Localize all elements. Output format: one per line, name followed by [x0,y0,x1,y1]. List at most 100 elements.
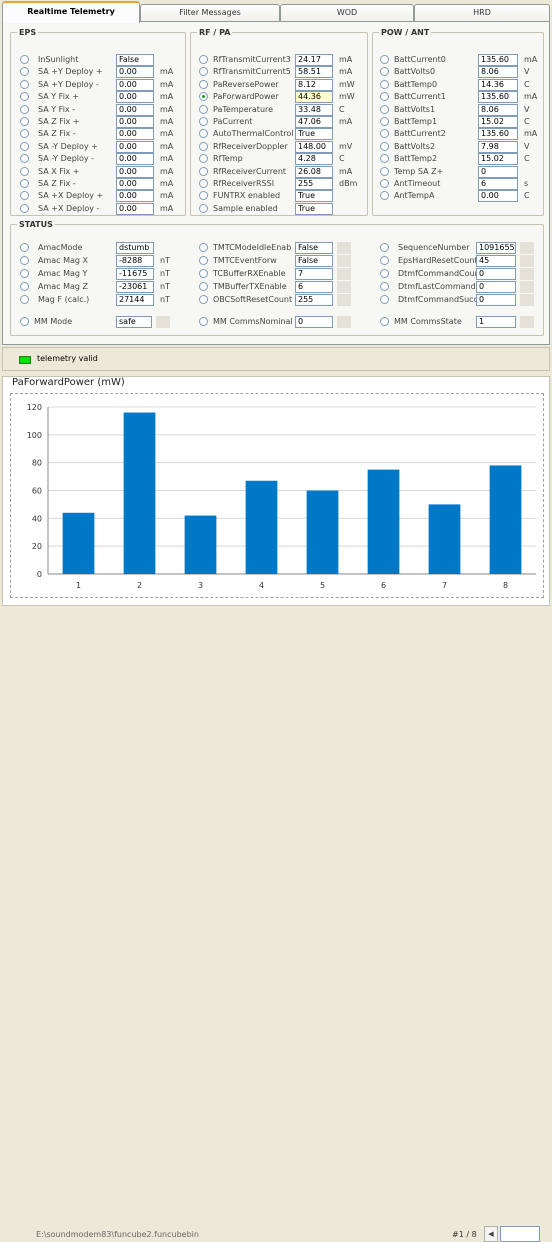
tab-filter-messages[interactable]: Filter Messages [140,4,280,22]
field-label: DtmfLastCommand [398,282,476,291]
select-radio[interactable] [199,79,208,89]
select-radio[interactable] [380,141,389,151]
select-radio[interactable] [199,55,208,64]
telemetry-row: BattCurrent2 135.60 mA [380,128,544,141]
select-radio[interactable] [20,191,29,201]
mm-row: MM Mode safe [20,316,186,328]
field-label: RfReceiverRSSI [213,179,275,188]
select-radio[interactable] [380,92,389,102]
field-unit: C [524,117,530,126]
field-value: 27144 [116,294,154,306]
select-radio[interactable] [20,295,29,304]
select-radio[interactable] [380,282,389,291]
select-radio[interactable] [199,166,208,176]
select-radio[interactable] [20,129,29,139]
select-radio[interactable] [199,269,208,278]
select-radio[interactable] [199,256,208,265]
field-value: 6 [295,281,333,293]
field-value: 0 [476,294,516,306]
spacer-box [520,268,534,280]
tab-realtime-telemetry[interactable]: Realtime Telemetry [2,1,140,23]
select-radio[interactable] [380,295,389,304]
select-radio[interactable] [20,243,29,252]
field-unit: mA [160,203,174,213]
select-radio[interactable] [199,282,208,291]
select-radio[interactable] [199,154,208,164]
select-radio[interactable] [20,317,29,326]
x-tick-label: 2 [137,581,142,590]
select-radio[interactable] [20,203,29,213]
page-nav-field[interactable] [500,1226,540,1242]
field-label: AmacMode [38,243,83,252]
field-value: True [295,202,333,215]
telemetry-row: SA +Y Deploy - 0.00 mA [20,78,186,91]
tab-bar: Realtime Telemetry Filter Messages WOD H… [0,0,552,23]
field-value: 7.98 [478,140,518,153]
select-radio[interactable] [380,256,389,265]
select-radio[interactable] [20,104,29,114]
field-unit: mA [160,179,174,188]
select-radio[interactable] [380,179,389,188]
select-radio[interactable] [380,243,389,252]
field-label: RfReceiverCurrent [213,166,287,176]
field-value: 0 [476,281,516,293]
tab-hrd[interactable]: HRD [414,4,550,22]
telemetry-row: TMBufferTXEnable 6 [199,281,369,293]
select-radio[interactable] [199,129,208,139]
field-value: 1 [476,316,516,328]
select-radio[interactable] [380,117,389,126]
telemetry-valid-label: telemetry valid [37,354,98,363]
field-label: AntTimeout [394,179,441,188]
prev-page-button[interactable]: ◀ [484,1226,498,1242]
select-radio[interactable] [380,67,389,77]
field-unit: mA [160,104,174,114]
telemetry-row: RfTemp 4.28 C [199,153,365,166]
select-radio[interactable] [380,269,389,278]
select-radio[interactable] [20,154,29,164]
spacer-box [337,294,351,306]
select-radio[interactable] [380,55,389,64]
field-label: MM CommsNominal [213,317,293,326]
select-radio[interactable] [199,141,208,151]
select-radio[interactable] [20,179,29,188]
field-label: PaCurrent [213,117,253,126]
select-radio[interactable] [380,129,389,139]
select-radio[interactable] [199,67,208,77]
select-radio[interactable] [20,141,29,151]
bar [306,490,339,574]
telemetry-row: DtmfCommandSucce 0 [380,294,544,306]
tab-wod[interactable]: WOD [280,4,414,22]
select-radio[interactable] [199,104,208,114]
select-radio[interactable] [20,67,29,77]
spacer-box [520,294,534,306]
field-value: safe [116,316,152,328]
select-radio[interactable] [199,295,208,304]
select-radio[interactable] [20,117,29,126]
select-radio[interactable] [20,269,29,278]
x-tick-label: 1 [76,581,81,590]
select-radio[interactable] [380,191,389,201]
field-value: 0.00 [116,165,154,178]
select-radio[interactable] [380,104,389,114]
select-radio[interactable] [380,317,389,326]
select-radio[interactable] [199,243,208,252]
select-radio[interactable] [199,117,208,126]
telemetry-row: Sample enabled True [199,202,365,215]
select-radio[interactable] [20,166,29,176]
select-radio[interactable] [199,191,208,201]
select-radio[interactable] [380,154,389,164]
select-radio[interactable] [199,92,208,102]
chart-frame [10,393,544,598]
select-radio[interactable] [20,282,29,291]
select-radio[interactable] [20,79,29,89]
select-radio[interactable] [199,179,208,188]
select-radio[interactable] [199,317,208,326]
select-radio[interactable] [380,166,389,176]
select-radio[interactable] [380,79,389,89]
field-unit: mA [524,55,538,64]
select-radio[interactable] [20,55,29,64]
select-radio[interactable] [20,92,29,102]
select-radio[interactable] [20,256,29,265]
select-radio[interactable] [199,203,208,213]
field-label: PaForwardPower [213,92,279,102]
